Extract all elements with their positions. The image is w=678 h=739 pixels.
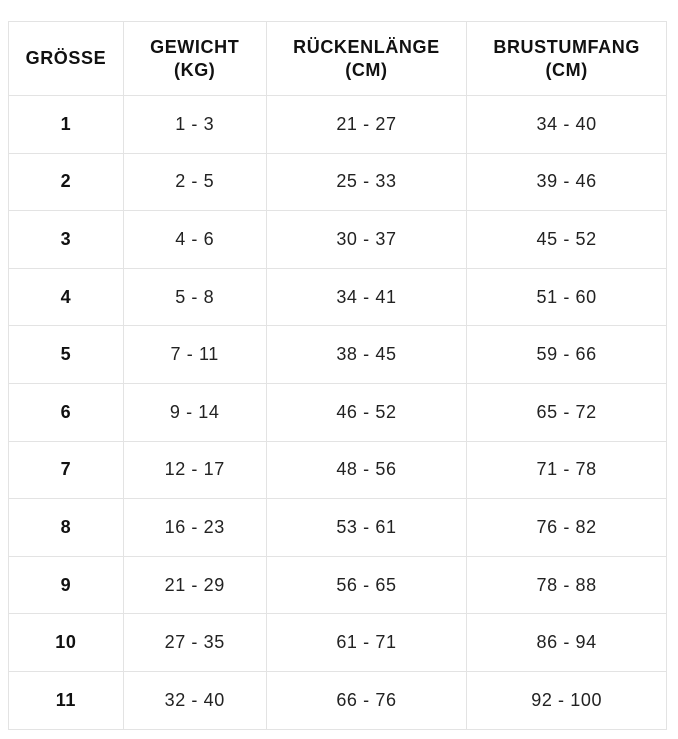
size-cell: 11	[8, 670, 124, 730]
column-header-groesse: GRÖSSE	[8, 21, 124, 96]
column-header-gewicht: GEWICHT (KG)	[122, 21, 267, 96]
column-header-unit: (KG)	[174, 59, 216, 80]
size-cell: 8	[8, 498, 124, 557]
column-header-unit: (CM)	[545, 59, 588, 80]
column-header-label: BRUSTUMFANG	[493, 36, 640, 57]
size-chart-table: GRÖSSE GEWICHT (KG) RÜCKENLÄNGE (CM) BRU…	[8, 21, 667, 730]
back-length-cm-cell: 46 - 52	[265, 382, 468, 442]
chest-cm-cell: 34 - 40	[466, 95, 667, 154]
back-length-cm-cell: 48 - 56	[265, 440, 468, 500]
size-cell: 2	[8, 152, 124, 212]
size-cell: 1	[8, 95, 124, 154]
chest-cm-cell: 71 - 78	[466, 440, 667, 500]
table-row: 9 21 - 29 56 - 65 78 - 88	[8, 555, 667, 615]
size-cell: 5	[8, 325, 124, 384]
weight-kg-cell: 16 - 23	[122, 498, 267, 557]
table-row: 7 12 - 17 48 - 56 71 - 78	[8, 440, 667, 500]
weight-kg-cell: 32 - 40	[122, 670, 267, 730]
size-cell: 10	[8, 613, 124, 672]
chest-cm-cell: 78 - 88	[466, 555, 667, 615]
column-header-rueckenlaenge: RÜCKENLÄNGE (CM)	[265, 21, 468, 96]
weight-kg-cell: 7 - 11	[122, 325, 267, 384]
back-length-cm-cell: 21 - 27	[265, 95, 468, 154]
weight-kg-cell: 1 - 3	[122, 95, 267, 154]
column-header-label: GEWICHT	[150, 36, 240, 57]
weight-kg-cell: 21 - 29	[122, 555, 267, 615]
back-length-cm-cell: 61 - 71	[265, 613, 468, 672]
chest-cm-cell: 39 - 46	[466, 152, 667, 212]
table-row: 8 16 - 23 53 - 61 76 - 82	[8, 498, 667, 557]
size-cell: 4	[8, 267, 124, 327]
size-table-header: GRÖSSE GEWICHT (KG) RÜCKENLÄNGE (CM) BRU…	[8, 21, 667, 96]
table-row: 10 27 - 35 61 - 71 86 - 94	[8, 613, 667, 672]
column-header-brustumfang: BRUSTUMFANG (CM)	[466, 21, 667, 96]
chest-cm-cell: 86 - 94	[466, 613, 667, 672]
column-header-label: RÜCKENLÄNGE	[293, 36, 440, 57]
weight-kg-cell: 5 - 8	[122, 267, 267, 327]
chest-cm-cell: 59 - 66	[466, 325, 667, 384]
column-header-unit: (CM)	[345, 59, 388, 80]
weight-kg-cell: 27 - 35	[122, 613, 267, 672]
weight-kg-cell: 4 - 6	[122, 210, 267, 269]
size-cell: 3	[8, 210, 124, 269]
back-length-cm-cell: 56 - 65	[265, 555, 468, 615]
chest-cm-cell: 76 - 82	[466, 498, 667, 557]
table-row: 11 32 - 40 66 - 76 92 - 100	[8, 670, 667, 730]
back-length-cm-cell: 38 - 45	[265, 325, 468, 384]
chest-cm-cell: 51 - 60	[466, 267, 667, 327]
header-row: GRÖSSE GEWICHT (KG) RÜCKENLÄNGE (CM) BRU…	[8, 21, 667, 96]
weight-kg-cell: 9 - 14	[122, 382, 267, 442]
chest-cm-cell: 45 - 52	[466, 210, 667, 269]
size-cell: 7	[8, 440, 124, 500]
column-header-label: GRÖSSE	[25, 48, 107, 68]
chest-cm-cell: 65 - 72	[466, 382, 667, 442]
weight-kg-cell: 12 - 17	[122, 440, 267, 500]
size-cell: 9	[8, 555, 124, 615]
back-length-cm-cell: 30 - 37	[265, 210, 468, 269]
back-length-cm-cell: 34 - 41	[265, 267, 468, 327]
back-length-cm-cell: 25 - 33	[265, 152, 468, 212]
back-length-cm-cell: 66 - 76	[265, 670, 468, 730]
size-cell: 6	[8, 382, 124, 442]
back-length-cm-cell: 53 - 61	[265, 498, 468, 557]
weight-kg-cell: 2 - 5	[122, 152, 267, 212]
chest-cm-cell: 92 - 100	[466, 670, 667, 730]
